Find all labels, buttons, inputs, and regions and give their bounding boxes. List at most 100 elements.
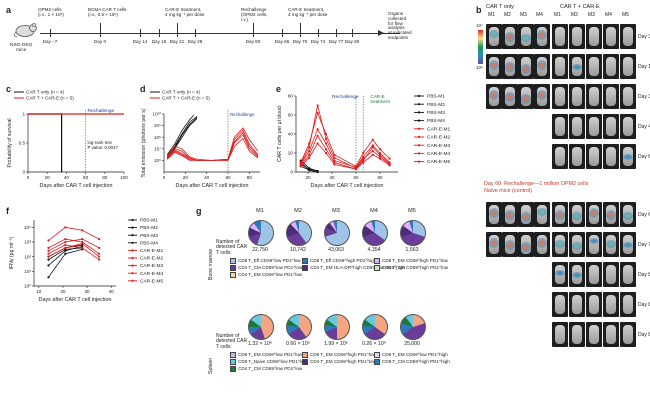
- signal-blob: [623, 212, 633, 220]
- mouse-image: [534, 24, 550, 49]
- mouse-image: [603, 114, 619, 139]
- mouse-image: [586, 292, 602, 317]
- data-point: [371, 153, 374, 156]
- legend-text: CD8 T_EM CD69^low PD1^low: [238, 352, 302, 358]
- signal-blob: [606, 210, 616, 220]
- legend-text: PBS-M1: [140, 218, 158, 224]
- rechallenge-text: Rechallenge: [332, 94, 359, 100]
- x-tick-label: 20: [45, 175, 51, 180]
- data-point: [98, 237, 101, 241]
- bone-marrow-legend-item: CD4 T_EM CD69^low PD1^low: [230, 272, 302, 278]
- timeline-event-text: BCMA CAR T cells (i.v., 0.5 × 10⁶): [88, 7, 127, 17]
- timeline-tick: [99, 29, 101, 37]
- signal-blob: [521, 34, 531, 42]
- signal-blob: [521, 212, 531, 222]
- data-point: [333, 156, 336, 159]
- spleen-count: 25,000: [404, 341, 420, 347]
- mouse-silhouette: [623, 117, 633, 136]
- data-point: [308, 169, 311, 172]
- day-label: Day 60: [638, 154, 650, 160]
- legend-marker: [131, 226, 134, 229]
- mouse-image: [518, 54, 534, 79]
- signal-blob: [489, 30, 499, 38]
- mouse-image: [603, 322, 619, 347]
- data-point: [324, 148, 328, 151]
- series-line: [300, 135, 390, 170]
- mouse-silhouette: [606, 295, 616, 314]
- signal-blob: [623, 154, 633, 160]
- legend-swatch: [302, 359, 308, 365]
- timeline-tick: [335, 29, 337, 37]
- legend-text: CAR T only (n = 4): [162, 90, 200, 95]
- spleen-pie: [324, 314, 350, 340]
- signal-blob: [537, 90, 547, 100]
- pie-column-header: M4: [370, 208, 378, 214]
- legend-marker: [131, 249, 134, 252]
- mouse-silhouette: [606, 87, 616, 106]
- data-point: [47, 276, 50, 279]
- bone-marrow-pie: [324, 220, 350, 246]
- legend-swatch: [230, 359, 236, 365]
- data-point: [316, 170, 319, 174]
- series-line: [48, 244, 100, 260]
- data-point: [324, 151, 328, 155]
- signal-blob: [521, 242, 531, 252]
- data-point: [324, 137, 328, 140]
- signal-blob: [572, 242, 582, 250]
- data-point: [308, 146, 311, 149]
- signal-blob: [589, 208, 599, 218]
- legend-text: CAR-E-M1: [427, 126, 451, 132]
- signal-blob: [537, 60, 547, 70]
- legend-marker: [131, 256, 134, 260]
- data-point: [47, 246, 50, 249]
- column-header: M4: [536, 12, 543, 18]
- timeline-tick: [176, 29, 178, 37]
- data-point: [47, 249, 50, 252]
- spleen-legend-item: CD4 T_CM CD69^low PD1^low: [230, 366, 302, 372]
- legend-marker: [417, 111, 421, 114]
- mouse-image: [620, 84, 636, 109]
- pvalue-text: log-rank test P value: 0.0047: [88, 140, 119, 150]
- day-label: Day 88: [638, 332, 650, 338]
- panel-b-label: b: [476, 5, 482, 15]
- spleen-count: 0.26 × 10⁶: [362, 341, 386, 347]
- mouse-image: [603, 144, 619, 169]
- x-tick-label: 80: [247, 175, 253, 180]
- data-point: [324, 132, 328, 136]
- mouse-image: [620, 232, 636, 257]
- legend-marker: [417, 103, 421, 106]
- data-point: [98, 252, 101, 255]
- data-point: [81, 246, 84, 249]
- bone-marrow-legend-item: CD4 T_CM CD69^high PD1^low: [374, 265, 448, 271]
- data-point: [64, 240, 67, 244]
- mouse-image: [620, 114, 636, 139]
- signal-blob: [521, 94, 531, 104]
- panel-a-label: a: [6, 5, 12, 15]
- timeline-tick: [158, 29, 160, 37]
- legend-swatch: [302, 265, 308, 271]
- column-header: M4: [605, 12, 612, 18]
- legend-text: CAR-E-M3: [140, 263, 164, 269]
- mouse-silhouette: [606, 265, 616, 284]
- y-tick-label: 0.5: [19, 141, 26, 146]
- mouse-image: [586, 202, 602, 227]
- signal-blob: [505, 210, 515, 220]
- signal-blob: [537, 208, 547, 216]
- data-point: [378, 151, 382, 155]
- legend-text: CD8 T_EM CD69^high PD1^low: [310, 352, 376, 358]
- legend-swatch: [230, 352, 236, 358]
- spleen-legend-item: CD8 T_EM CD69^low PD1^low: [230, 352, 302, 358]
- y-tick-label: 10⁰: [24, 284, 31, 289]
- y-tick-label: 40: [288, 132, 294, 137]
- timeline-tick: [49, 29, 51, 37]
- legend-swatch: [230, 272, 236, 278]
- legend-text: PBS-M2: [140, 225, 158, 231]
- pie-column-header: M3: [332, 208, 340, 214]
- timeline-event-text: CAR-E treatment, 4 mg kg⁻¹ per dose: [288, 7, 328, 17]
- x-tick-label: 80: [377, 175, 383, 180]
- data-point: [378, 148, 382, 151]
- bone-marrow-legend-item: CD8 T_Eff CD69^high PD1^high: [302, 258, 376, 264]
- legend-marker: [131, 279, 134, 282]
- series-line: [166, 131, 259, 161]
- scale-top-label: 10⁷: [476, 23, 483, 28]
